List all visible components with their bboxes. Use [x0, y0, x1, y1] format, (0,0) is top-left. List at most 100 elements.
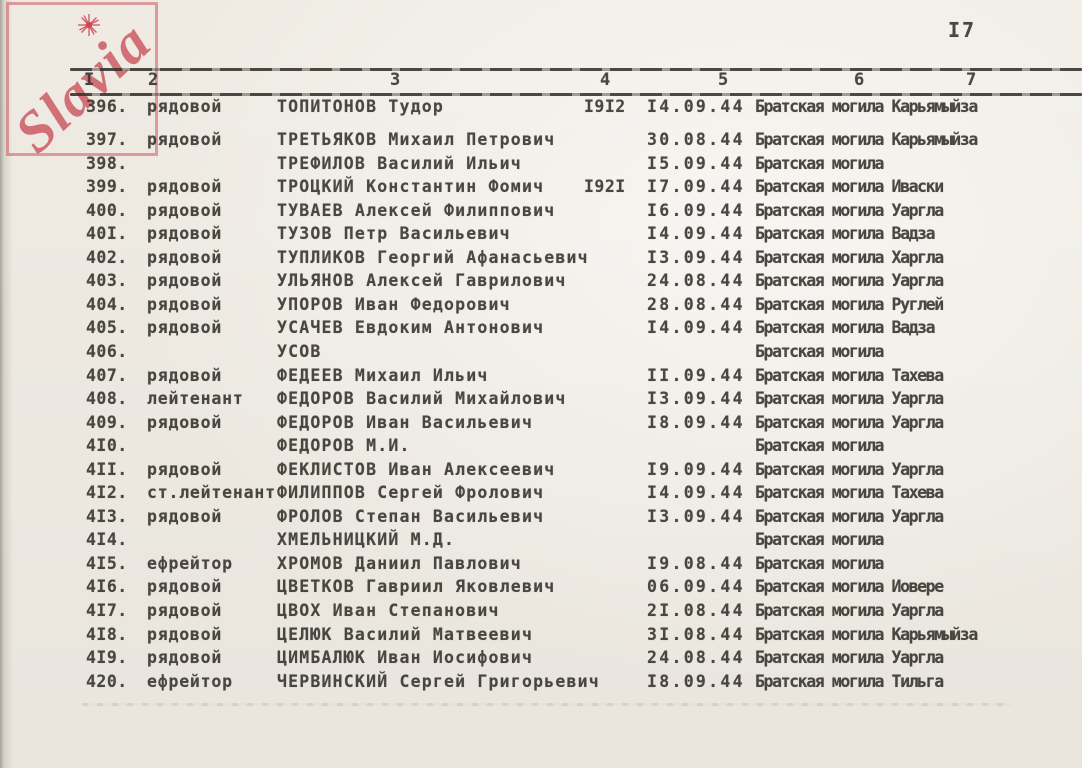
cell-number: 40I. [86, 224, 128, 244]
cell-number: 4I6. [86, 577, 128, 597]
cell-date: 3I.08.44 [647, 624, 745, 644]
cell-date: I8.09.44 [647, 671, 745, 691]
cell-burial: Братская могила Уаргла [755, 200, 944, 220]
cell-date: I5.09.44 [647, 153, 745, 173]
table-row: 400. рядовой ТУВАЕВ Алексей Филиппович I… [0, 201, 1082, 225]
table-row: 4I5. ефрейтор ХРОМОВ Даниил Павлович I9.… [0, 554, 1082, 578]
cell-rank: рядовой [147, 577, 223, 597]
cell-rank: рядовой [147, 247, 223, 267]
cell-number: 407. [86, 365, 128, 385]
cell-burial: Братская могила Уаргла [755, 412, 944, 432]
cell-burial: Братская могила Вадза [755, 318, 936, 338]
slavia-stamp: Slavia [2, 2, 163, 165]
cell-name: ХРОМОВ Даниил Павлович [277, 553, 522, 573]
cell-date: I6.09.44 [647, 200, 745, 220]
column-number: 6 [854, 70, 865, 90]
cell-rank: рядовой [147, 97, 223, 116]
cell-name: ЦВЕТКОВ Гавриил Яковлевич [277, 577, 556, 597]
cell-name: ЧЕРВИНСКИЙ Сергей Григорьевич [277, 671, 600, 691]
cell-date: 28.08.44 [647, 294, 745, 314]
table-row: 4I8. рядовой ЦЕЛЮК Василий Матвеевич 3I.… [0, 625, 1082, 649]
table-row: 403. рядовой УЛЬЯНОВ Алексей Гаврилович … [0, 271, 1082, 295]
table-row: 407. рядовой ФЕДЕЕВ Михаил Ильич II.09.4… [0, 366, 1082, 390]
cell-name: ЦЕЛЮК Василий Матвеевич [277, 624, 534, 644]
cell-burial: Братская могила Иваски [755, 177, 944, 197]
cell-number: 400. [86, 200, 128, 220]
cell-number: 397. [86, 130, 128, 149]
cell-rank: рядовой [147, 459, 223, 479]
cell-date: I9.08.44 [647, 553, 745, 573]
cell-name: ТУВАЕВ Алексей Филиппович [277, 200, 556, 220]
cell-number: 399. [86, 177, 128, 197]
cell-date: II.09.44 [647, 365, 745, 385]
cell-name: ФЕДЕЕВ Михаил Ильич [277, 365, 489, 385]
cell-number: 404. [86, 294, 128, 314]
table-row: 399. рядовой ТРОЦКИЙ Константин Фомич I9… [0, 177, 1082, 201]
cell-name: УЛЬЯНОВ Алексей Гаврилович [277, 271, 567, 291]
cell-number: 4I4. [86, 530, 128, 550]
cell-name: ФЕДОРОВ Иван Васильевич [277, 412, 534, 432]
column-number: 4 [600, 70, 611, 90]
cell-number: 420. [86, 671, 128, 691]
cell-name: УСАЧЕВ Евдоким Антонович [277, 318, 545, 338]
column-number: 3 [390, 70, 401, 90]
cell-number: 403. [86, 271, 128, 291]
table-row: 4I4. ХМЕЛЬНИЦКИЙ М.Д. Братская могила [0, 530, 1082, 554]
cell-name: УСОВ [277, 341, 322, 361]
page-number: I7 [948, 18, 977, 42]
scan-smear [82, 703, 1012, 706]
cell-name: ЦИМБАЛЮК Иван Иосифович [277, 648, 534, 668]
cell-date: I4.09.44 [647, 97, 745, 116]
cell-name: ТРЕТЬЯКОВ Михаил Петрович [277, 130, 556, 149]
cell-name: ТУЗОВ Петр Васильевич [277, 224, 511, 244]
cell-date: I8.09.44 [647, 412, 745, 432]
cell-rank: рядовой [147, 271, 223, 291]
cell-date: 30.08.44 [647, 130, 745, 149]
table-header-rule-bottom [70, 93, 1082, 96]
table-row: 402. рядовой ТУПЛИКОВ Георгий Афанасьеви… [0, 248, 1082, 272]
cell-name: ФИЛИППОВ Сергей Фролович [277, 483, 545, 503]
cell-date: 06.09.44 [647, 577, 745, 597]
cell-rank: ст.лейтенант [147, 483, 276, 503]
table-row: 404. рядовой УПОРОВ Иван Федорович 28.08… [0, 295, 1082, 319]
cell-burial: Братская могила [755, 341, 884, 361]
cell-burial: Братская могила Уаргла [755, 389, 944, 409]
cell-number: 402. [86, 247, 128, 267]
cell-name: ТРЕФИЛОВ Василий Ильич [277, 153, 522, 173]
cell-year: I9I2 [584, 97, 626, 116]
cell-date: I3.09.44 [647, 247, 745, 267]
table-row: 406. УСОВ Братская могила [0, 342, 1082, 366]
table-row: 4I0. ФЕДОРОВ М.И. Братская могила [0, 436, 1082, 460]
cell-burial: Братская могила Уаргла [755, 601, 944, 620]
cell-number: 406. [86, 341, 128, 361]
cell-burial: Братская могила Уаргла [755, 506, 944, 526]
cell-rank: рядовой [147, 624, 223, 644]
cell-name: ХМЕЛЬНИЦКИЙ М.Д. [277, 530, 456, 550]
cell-number: 4I2. [86, 483, 128, 503]
cell-number: 4I5. [86, 553, 128, 573]
cell-number: 4II. [86, 459, 128, 479]
cell-name: ТОПИТОНОВ Тудор [277, 97, 445, 116]
table-row: 396. рядовой ТОПИТОНОВ Тудор I9I2 I4.09.… [0, 97, 1082, 121]
cell-rank: рядовой [147, 506, 223, 526]
cell-rank: рядовой [147, 648, 223, 668]
cell-name: ФЕДОРОВ М.И. [277, 436, 411, 456]
cell-date: 24.08.44 [647, 648, 745, 668]
cell-rank: рядовой [147, 601, 223, 620]
cell-burial: Братская могила [755, 530, 884, 550]
cell-rank: рядовой [147, 294, 223, 314]
cell-number: 4I9. [86, 648, 128, 668]
cell-date: I9.09.44 [647, 459, 745, 479]
table-row: 397. рядовой ТРЕТЬЯКОВ Михаил Петрович 3… [0, 130, 1082, 154]
cell-rank: рядовой [147, 177, 223, 197]
column-number: 5 [718, 70, 729, 90]
cell-year: I92I [584, 177, 626, 197]
cell-burial: Братская могила Уаргла [755, 459, 944, 479]
cell-number: 4I7. [86, 601, 128, 620]
cell-burial: Братская могила Иовере [755, 577, 944, 597]
cell-burial: Братская могила Уаргла [755, 648, 944, 668]
cell-burial: Братская могила Руглей [755, 294, 944, 314]
cell-burial: Братская могила Карьямыйза [755, 624, 978, 644]
cell-date: I7.09.44 [647, 177, 745, 197]
